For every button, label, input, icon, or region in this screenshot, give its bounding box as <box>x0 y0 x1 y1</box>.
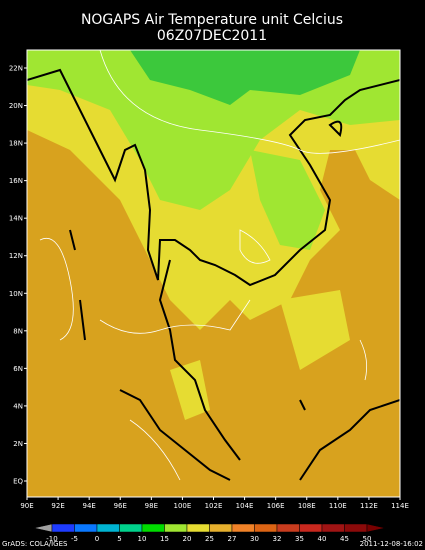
lon-label: 110E <box>329 502 347 510</box>
colorbar-cell <box>276 523 300 533</box>
colorbar-label: 30 <box>250 535 259 543</box>
lat-label: 8N <box>13 327 23 335</box>
lon-label: 114E <box>391 502 409 510</box>
subtitle: 06Z07DEC2011 <box>157 28 267 44</box>
colorbar-label: 32 <box>273 535 282 543</box>
field-green <box>130 50 360 105</box>
lat-label: 20N <box>9 102 23 110</box>
lat-label: 2N <box>13 440 23 448</box>
lat-label: 22N <box>9 65 23 73</box>
colorbar-label: 35 <box>295 535 304 543</box>
colorbar-cell <box>231 523 255 533</box>
colorbar-cell <box>51 523 75 533</box>
colorbar-label: -10 <box>46 535 57 543</box>
colorbar-cell <box>96 523 120 533</box>
colorbar-cell <box>299 523 323 533</box>
colorbar-cell <box>209 523 233 533</box>
colorbar-cell <box>74 523 98 533</box>
colorbar-cell <box>186 523 210 533</box>
lat-label: EQ <box>13 478 23 486</box>
lon-label: 106E <box>267 502 285 510</box>
lon-label: 108E <box>298 502 316 510</box>
field-yellowgreen <box>250 150 325 250</box>
lon-label: 98E <box>145 502 158 510</box>
lon-label: 90E <box>20 502 33 510</box>
colorbar-cell <box>254 523 278 533</box>
colorbar-cell <box>119 523 143 533</box>
title: NOGAPS Air Temperature unit Celcius <box>81 12 343 28</box>
colorbar-label: -5 <box>71 535 78 543</box>
contours <box>39 50 400 481</box>
colorbar-label: 45 <box>340 535 349 543</box>
lat-label: 4N <box>13 402 23 410</box>
lon-label: 112E <box>360 502 378 510</box>
colorbar-label: 10 <box>138 535 147 543</box>
colorbar-label: 27 <box>228 535 237 543</box>
lon-label: 102E <box>205 502 223 510</box>
footer-right: 2011-12-08-16:02 <box>360 540 423 548</box>
map <box>26 49 401 498</box>
field-yellow <box>170 360 210 420</box>
colorbar-label: 50 <box>363 535 372 543</box>
lat-label: 6N <box>13 365 23 373</box>
lat-label: 10N <box>9 290 23 298</box>
colorbar-label: 25 <box>205 535 214 543</box>
lat-label: 14N <box>9 215 23 223</box>
colorbar-high <box>366 523 386 533</box>
footer-left: GrADS: COLA/IGES <box>2 540 68 548</box>
lat-label: 18N <box>9 140 23 148</box>
lat-label: 12N <box>9 252 23 260</box>
colorbar-cell <box>321 523 345 533</box>
colorbar-cell <box>164 523 188 533</box>
coastlines <box>27 68 400 481</box>
colorbar: -10 -5 0 5 10 15 20 25 27 30 32 35 40 45 50 <box>33 523 386 543</box>
colorbar-label: 40 <box>318 535 327 543</box>
lon-label: 94E <box>82 502 95 510</box>
field-yellow <box>280 290 350 370</box>
lon-label: 100E <box>174 502 192 510</box>
colorbar-label: 20 <box>183 535 192 543</box>
colorbar-label: 15 <box>160 535 169 543</box>
lon-label: 96E <box>114 502 127 510</box>
lon-label: 92E <box>51 502 64 510</box>
colorbar-label: 0 <box>95 535 99 543</box>
lat-label: 16N <box>9 177 23 185</box>
lon-label: 104E <box>236 502 254 510</box>
colorbar-label: 5 <box>117 535 121 543</box>
field-yellow <box>350 130 400 200</box>
colorbar-cell <box>344 523 368 533</box>
colorbar-cell <box>141 523 165 533</box>
